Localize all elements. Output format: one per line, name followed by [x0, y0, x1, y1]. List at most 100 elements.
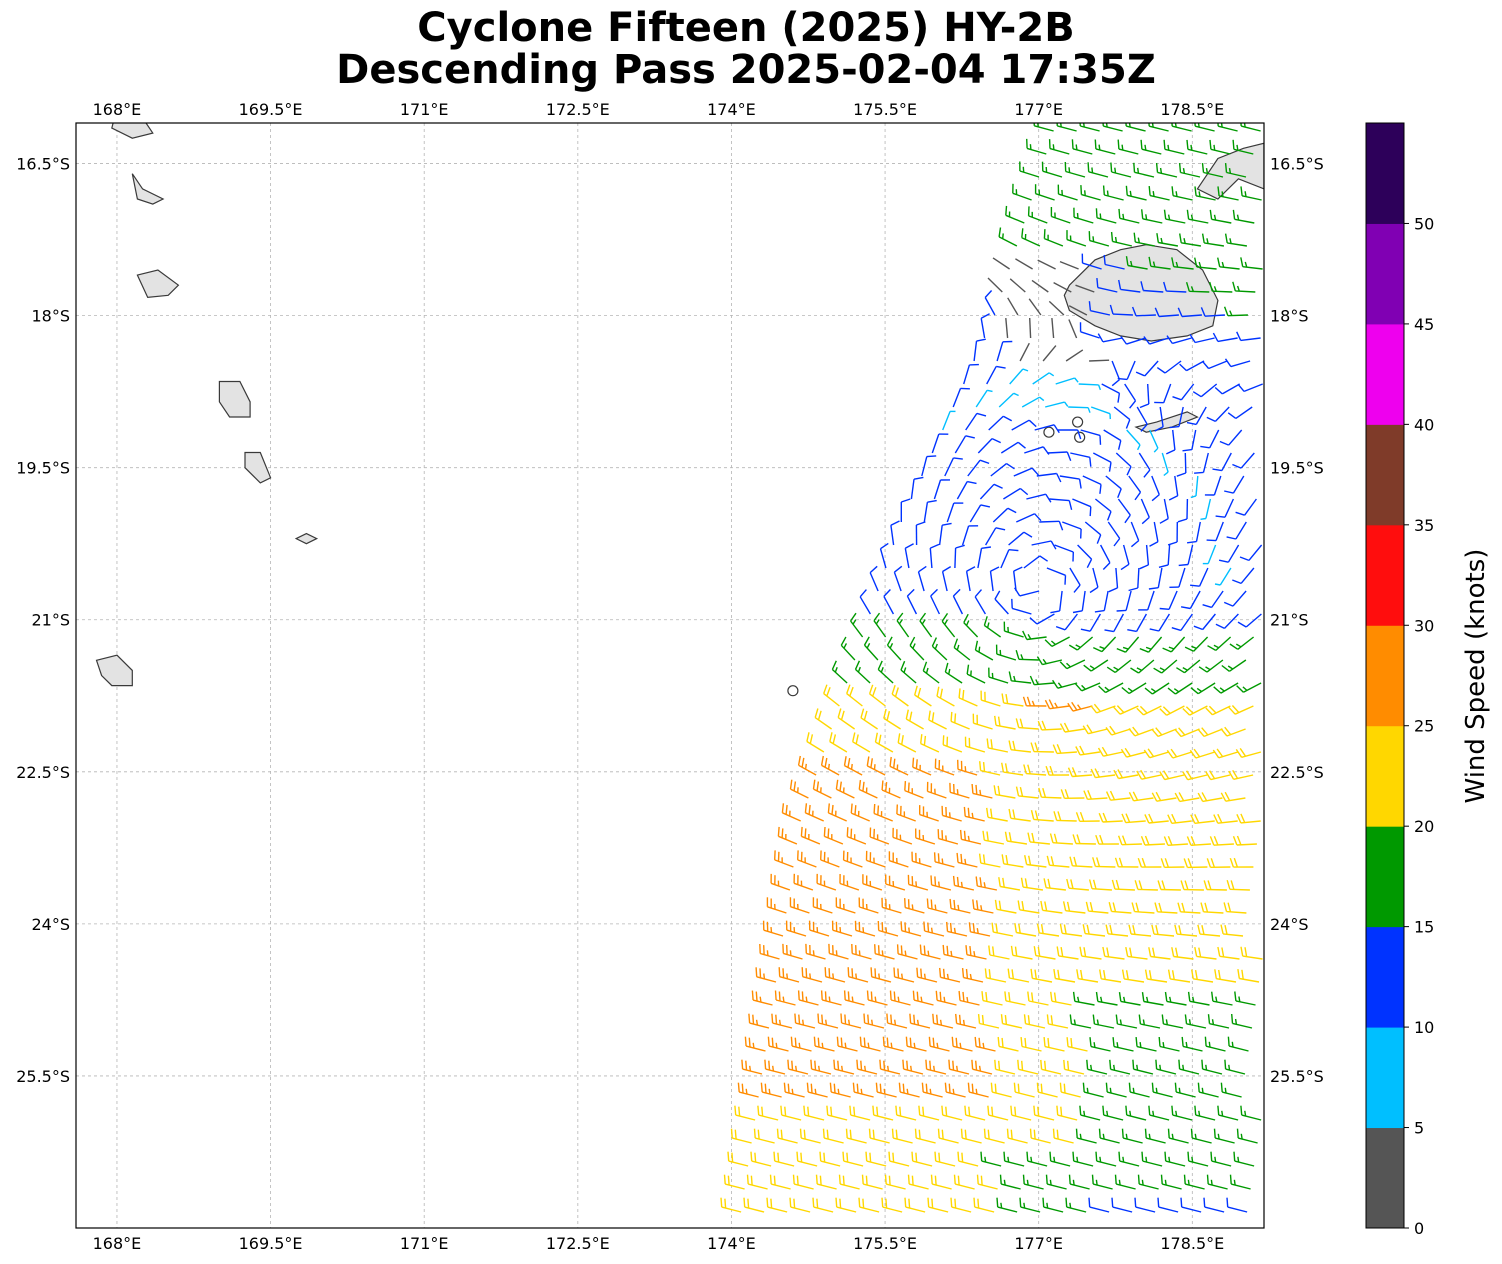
barb-half-flag: [1145, 646, 1152, 650]
barb-shaft: [1087, 1068, 1108, 1075]
barb-flag: [748, 1037, 751, 1048]
wind-barb: [1210, 1151, 1232, 1167]
barb-flag: [849, 686, 854, 697]
barb-shaft: [973, 341, 978, 362]
barb-flag: [1001, 693, 1005, 704]
barb-flag: [1079, 745, 1085, 755]
barb-flag: [770, 1198, 773, 1209]
barb-flag: [952, 875, 956, 886]
wind-barb: [1029, 317, 1032, 339]
wind-barb: [859, 1036, 881, 1052]
barb-shaft: [943, 953, 964, 960]
barb-shaft: [1115, 567, 1119, 588]
barb-shaft: [809, 929, 830, 937]
barb-flag: [1157, 1197, 1160, 1208]
wind-barb: [1029, 613, 1055, 625]
barb-flag: [817, 1013, 820, 1024]
wind-barb: [1191, 969, 1214, 983]
barb-shaft: [1068, 305, 1088, 316]
barb-shaft: [1090, 659, 1109, 672]
barb-flag: [1008, 740, 1012, 750]
barb-flag: [805, 968, 808, 978]
wind-barb: [1051, 318, 1055, 339]
wind-barb: [1128, 924, 1152, 937]
barb-shaft: [1130, 1091, 1150, 1098]
wind-barb: [1079, 1105, 1101, 1121]
barb-flag: [1209, 281, 1213, 292]
barb-shaft: [975, 389, 988, 408]
barb-flag: [905, 1036, 908, 1047]
barb-shaft: [992, 507, 1009, 523]
barb-flag: [882, 1036, 885, 1047]
wind-barb: [1095, 991, 1118, 1006]
barb-half-flag: [782, 996, 785, 1003]
barb-shaft: [1108, 933, 1129, 937]
barb-shaft: [859, 906, 879, 914]
barb-half-flag: [1050, 640, 1056, 646]
wind-barb: [946, 502, 964, 523]
barb-shaft: [967, 459, 981, 477]
wind-barb: [805, 943, 826, 960]
barb-flag: [1201, 360, 1210, 369]
barb-flag: [831, 804, 834, 815]
barb-flag: [923, 945, 926, 956]
barb-shaft: [846, 693, 863, 707]
barb-flag: [1019, 718, 1024, 729]
wind-barb: [1117, 139, 1139, 155]
barb-flag: [1140, 423, 1148, 432]
barb-half-flag: [1183, 238, 1186, 244]
barb-flag: [1111, 1197, 1114, 1208]
barb-flag: [1217, 123, 1219, 127]
barb-flag: [1105, 791, 1112, 801]
barb-flag: [1126, 466, 1132, 476]
wind-barb: [1082, 1082, 1104, 1098]
map-frame: [75, 122, 1265, 1229]
barb-flag: [1066, 451, 1072, 462]
barb-flag: [1006, 1128, 1009, 1139]
barb-flag: [870, 967, 873, 977]
barb-shaft: [1092, 452, 1112, 463]
wind-barb: [794, 1013, 816, 1029]
wind-barb: [1232, 567, 1255, 585]
barb-flag: [1186, 421, 1197, 426]
wind-barb: [1231, 1013, 1253, 1029]
barb-half-flag: [1231, 1041, 1234, 1048]
wind-barb: [817, 1013, 839, 1029]
barb-half-flag: [1214, 1156, 1217, 1163]
barb-flag: [1056, 946, 1060, 957]
barb-flag: [955, 1013, 958, 1024]
barb-flag: [886, 636, 893, 646]
wind-barb: [1009, 278, 1026, 293]
barb-shaft: [897, 953, 918, 960]
barb-shaft: [1195, 125, 1215, 132]
barb-flag: [1020, 1037, 1023, 1047]
wind-barb: [952, 588, 964, 615]
barb-flag: [1001, 854, 1005, 864]
barb-half-flag: [809, 973, 812, 979]
barb-shaft: [1051, 636, 1070, 648]
barb-flag: [863, 710, 868, 721]
barb-flag: [784, 1106, 787, 1117]
wind-barb: [1220, 924, 1244, 937]
barb-half-flag: [1221, 261, 1225, 268]
barb-shaft: [1205, 1045, 1226, 1052]
wind-barb: [1194, 946, 1217, 960]
wind-barb: [1024, 855, 1047, 868]
barb-flag: [862, 781, 865, 792]
barb-flag: [1230, 880, 1235, 890]
barb-shaft: [1173, 955, 1194, 960]
barb-shaft: [1000, 441, 1019, 454]
barb-half-flag: [1137, 167, 1140, 174]
colorbar-tick-label: 45: [1414, 315, 1434, 334]
barb-shaft: [1011, 1114, 1032, 1121]
barb-shaft: [770, 882, 791, 891]
wind-barb: [1190, 813, 1215, 824]
barb-shaft: [992, 1091, 1012, 1098]
wind-barb: [861, 1174, 883, 1190]
wind-barb: [942, 944, 964, 960]
wind-barb: [1092, 1014, 1115, 1029]
barb-shaft: [1080, 429, 1101, 437]
barb-shaft: [962, 1137, 982, 1144]
barb-flag: [1102, 812, 1108, 823]
barb-flag: [849, 1105, 852, 1116]
